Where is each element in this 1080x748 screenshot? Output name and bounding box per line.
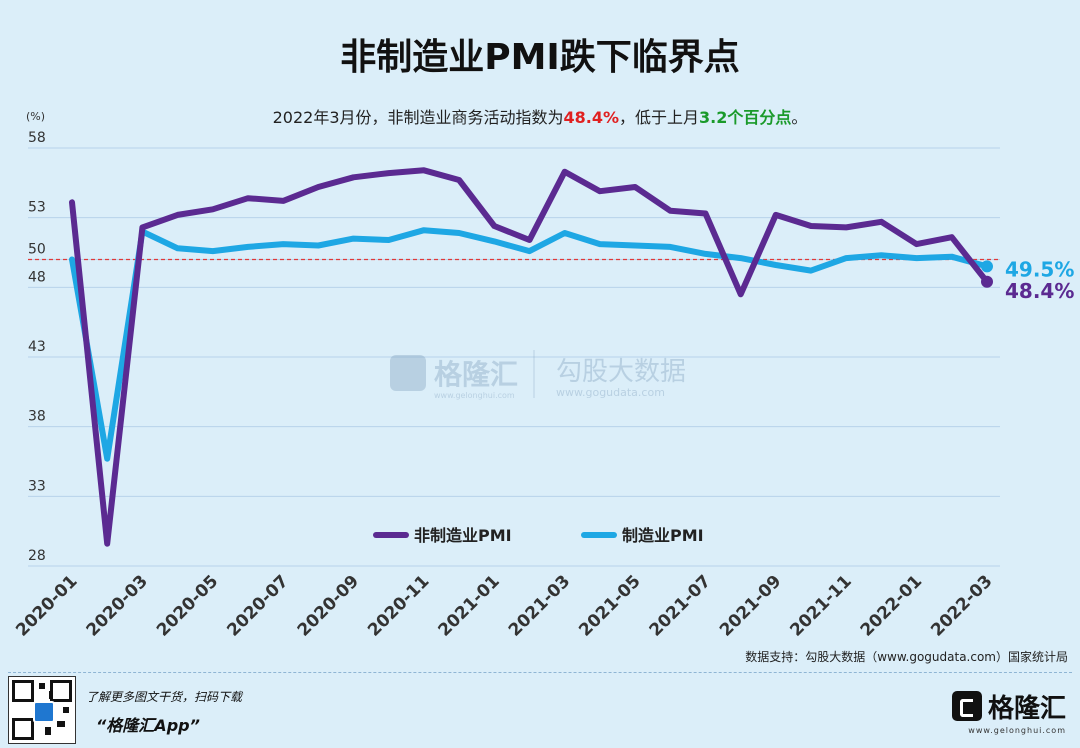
x-tick-label: 2021-01: [435, 571, 504, 640]
source-note: 数据支持：勾股大数据（www.gogudata.com）国家统计局: [745, 650, 1068, 664]
y-axis-ticks: 28 33 38 43 48 50 53 58: [28, 130, 46, 564]
x-tick-label: 2021-07: [646, 571, 715, 640]
brand-g-icon: [951, 691, 982, 721]
watermark: 格隆汇 www.gelonghui.com 勾股大数据 www.gogudata…: [390, 350, 686, 400]
chart-title: 非制造业PMI跌下临界点: [340, 37, 740, 78]
y-axis-unit: (%): [26, 110, 45, 123]
chart-legend: 非制造业PMI 制造业PMI: [373, 526, 704, 545]
x-tick-label: 2022-03: [927, 571, 996, 640]
x-tick-label: 2022-01: [857, 571, 926, 640]
x-tick-label: 2020-03: [83, 571, 152, 640]
promo-app-name: “格隆汇App”: [96, 716, 200, 735]
x-tick-label: 2020-07: [223, 571, 292, 640]
x-tick-label: 2020-01: [12, 571, 81, 640]
end-labels: 48.4%49.5%: [1005, 257, 1074, 302]
watermark-brand: 格隆汇: [434, 358, 518, 391]
series-manufacturing-line: [69, 227, 990, 462]
series-end-dot: [981, 275, 993, 288]
y-tick-label: 33: [28, 478, 46, 494]
chart-subtitle: 2022年3月份，非制造业商务活动指数为48.4%，低于上月3.2个百分点。: [0, 104, 1080, 128]
series-end-dot: [981, 260, 993, 273]
footer-divider: [8, 672, 1072, 673]
x-tick-label: 2020-11: [364, 571, 433, 640]
watermark-data-url: www.gogudata.com: [556, 386, 665, 399]
y-tick-label: 48: [28, 269, 46, 285]
y-tick-label: 43: [28, 339, 46, 355]
qr-logo-icon: [33, 701, 55, 723]
pmi-line-chart: 格隆汇 www.gelonghui.com 勾股大数据 www.gogudata…: [12, 110, 1074, 641]
x-tick-label: 2021-03: [505, 571, 574, 640]
subtitle-value-current: 48.4%: [563, 108, 620, 127]
x-axis-ticks: 2020-01 2020-03 2020-05 2020-07 2020-09 2020-…: [12, 571, 996, 640]
brand-logo: 格隆汇: [951, 688, 1066, 724]
series-end-label: 49.5%: [1005, 257, 1074, 281]
watermark-logo-icon: [390, 355, 426, 391]
y-tick-label: 58: [28, 130, 46, 146]
subtitle-text-end: 。: [791, 108, 808, 127]
watermark-data-brand: 勾股大数据: [556, 357, 686, 387]
qr-code[interactable]: [8, 676, 76, 744]
subtitle-value-change: 3.2个百分点: [699, 108, 792, 127]
watermark-brand-sub: www.gelonghui.com: [434, 391, 515, 400]
series-nonmanufacturing-line: [69, 167, 990, 547]
subtitle-text-pre: 2022年3月份，非制造业商务活动指数为: [272, 108, 564, 127]
series-lines: [69, 167, 993, 547]
promo-text: 了解更多图文干货，扫码下载: [86, 690, 243, 704]
y-tick-label: 28: [28, 548, 46, 564]
legend-item-manufacturing-label: 制造业PMI: [622, 526, 704, 545]
x-tick-label: 2020-09: [294, 571, 363, 640]
y-tick-label: 50: [28, 241, 46, 257]
brand-name: 格隆汇: [987, 693, 1066, 724]
grid-lines: [28, 147, 1000, 567]
x-tick-label: 2021-09: [716, 571, 785, 640]
series-end-label: 48.4%: [1005, 279, 1074, 303]
brand-url: www.gelonghui.com: [968, 726, 1066, 735]
x-tick-label: 2021-11: [786, 571, 855, 640]
legend-item-nonmanufacturing-label: 非制造业PMI: [414, 526, 512, 545]
subtitle-text-mid: ，低于上月: [619, 108, 700, 127]
y-tick-label: 38: [28, 409, 46, 425]
y-tick-label: 53: [28, 200, 46, 216]
x-tick-label: 2021-05: [575, 571, 644, 640]
x-tick-label: 2020-05: [153, 571, 222, 640]
